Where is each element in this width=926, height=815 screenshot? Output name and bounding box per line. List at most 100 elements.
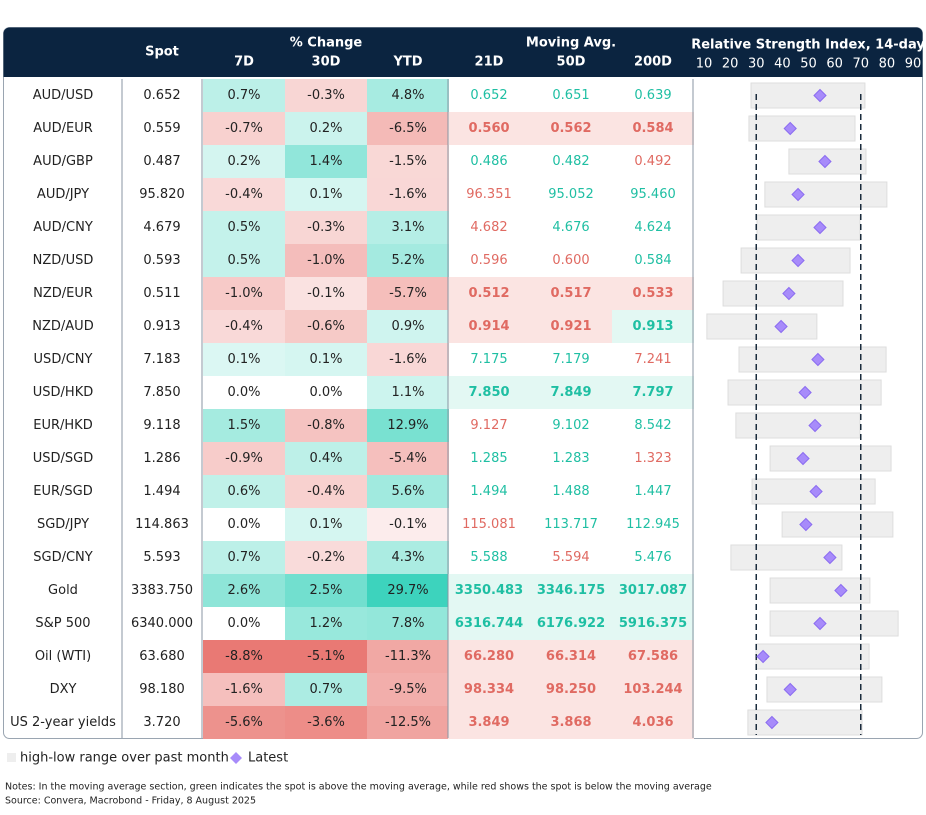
row-name: AUD/JPY — [37, 187, 89, 202]
change-cell — [203, 673, 285, 706]
rsi-range — [735, 412, 861, 439]
ma-value: 67.586 — [628, 649, 678, 664]
change-value: 4.8% — [391, 88, 424, 103]
change-value: 0.7% — [227, 550, 260, 565]
spot-value: 0.913 — [143, 319, 180, 334]
ma-value: 103.244 — [623, 682, 682, 697]
change-value: 0.1% — [227, 352, 260, 367]
change-cell — [203, 343, 285, 376]
ma-value: 113.717 — [544, 517, 598, 532]
change-cell — [367, 640, 449, 673]
ma-value: 9.102 — [552, 418, 589, 433]
change-value: -0.1% — [307, 286, 345, 301]
ma-value: 115.081 — [462, 517, 516, 532]
change-value: 0.9% — [391, 319, 424, 334]
change-value: 5.2% — [391, 253, 424, 268]
rsi-range — [706, 313, 818, 340]
row-name: AUD/EUR — [33, 121, 93, 136]
change-cell — [285, 475, 367, 508]
change-value: 0.7% — [227, 88, 260, 103]
change-cell — [367, 409, 449, 442]
row-name: AUD/CNY — [33, 220, 93, 235]
ma-value: 0.492 — [634, 154, 671, 169]
change-cell — [367, 244, 449, 277]
change-value: -8.8% — [225, 649, 263, 664]
source: Source: Convera, Macrobond - Friday, 8 A… — [5, 796, 256, 807]
rsi-latest — [765, 715, 779, 730]
rsi-latest — [808, 418, 822, 433]
change-value: -0.4% — [225, 187, 263, 202]
header-ma-col: 200D — [634, 55, 672, 70]
change-value: -1.6% — [389, 187, 427, 202]
ma-value: 0.560 — [468, 121, 509, 136]
ma-value: 66.314 — [546, 649, 596, 664]
change-value: -12.5% — [385, 715, 431, 730]
rsi-range — [750, 82, 866, 109]
change-cell — [285, 145, 367, 178]
rsi-tick-label: 20 — [722, 57, 739, 72]
change-value: 0.0% — [227, 517, 260, 532]
header-ma-col: 21D — [475, 55, 504, 70]
legend-latest: Latest — [248, 751, 288, 766]
ma-value: 7.175 — [470, 352, 507, 367]
change-cell — [285, 706, 367, 739]
change-cell — [367, 211, 449, 244]
ma-cell — [530, 673, 612, 706]
change-cell — [203, 541, 285, 574]
change-value: 0.0% — [309, 385, 342, 400]
rsi-range — [781, 511, 894, 538]
rsi-range — [764, 181, 888, 208]
change-cell — [367, 178, 449, 211]
change-value: 1.4% — [309, 154, 342, 169]
rsi-tick-label: 10 — [696, 57, 713, 72]
spot-value: 1.494 — [143, 484, 180, 499]
ma-value: 0.584 — [634, 253, 671, 268]
rsi-latest — [783, 121, 797, 136]
change-cell — [203, 574, 285, 607]
rsi-latest — [756, 649, 770, 664]
ma-value: 0.914 — [468, 319, 509, 334]
row-name: US 2-year yields — [10, 715, 116, 730]
change-cell — [367, 79, 449, 112]
rsi-latest — [823, 550, 837, 565]
spot-value: 7.850 — [143, 385, 180, 400]
change-cell — [367, 376, 449, 409]
change-cell — [203, 310, 285, 343]
ma-value: 1.494 — [470, 484, 507, 499]
change-value: 5.6% — [391, 484, 424, 499]
header-rsi: Relative Strength Index, 14-day — [691, 38, 925, 53]
rsi-latest — [834, 583, 848, 598]
change-value: 1.5% — [227, 418, 260, 433]
change-cell — [285, 673, 367, 706]
rsi-latest — [799, 517, 813, 532]
change-cell — [367, 277, 449, 310]
legend-range: high-low range over past month — [20, 751, 229, 766]
ma-cell — [530, 277, 612, 310]
rsi-tick-label: 30 — [748, 57, 765, 72]
ma-cell — [448, 376, 530, 409]
spot-value: 9.118 — [143, 418, 180, 433]
change-cell — [203, 178, 285, 211]
row-name: DXY — [50, 682, 77, 697]
ma-value: 0.921 — [550, 319, 591, 334]
change-value: 12.9% — [387, 418, 428, 433]
rsi-range — [748, 115, 856, 142]
spot-value: 7.183 — [143, 352, 180, 367]
ma-cell — [448, 640, 530, 673]
ma-value: 0.596 — [470, 253, 507, 268]
ma-value: 96.351 — [466, 187, 512, 202]
row-name: NZD/EUR — [33, 286, 93, 301]
row-name: EUR/SGD — [33, 484, 92, 499]
change-cell — [285, 277, 367, 310]
notes: Notes: In the moving average section, gr… — [5, 782, 712, 793]
row-name: S&P 500 — [35, 616, 90, 631]
rsi-tick-label: 40 — [774, 57, 791, 72]
rsi-range — [769, 610, 899, 637]
rsi-latest — [813, 88, 827, 103]
ma-value: 0.913 — [632, 319, 673, 334]
change-cell — [285, 541, 367, 574]
ma-value: 5.594 — [552, 550, 589, 565]
ma-value: 0.639 — [634, 88, 671, 103]
change-cell — [285, 79, 367, 112]
